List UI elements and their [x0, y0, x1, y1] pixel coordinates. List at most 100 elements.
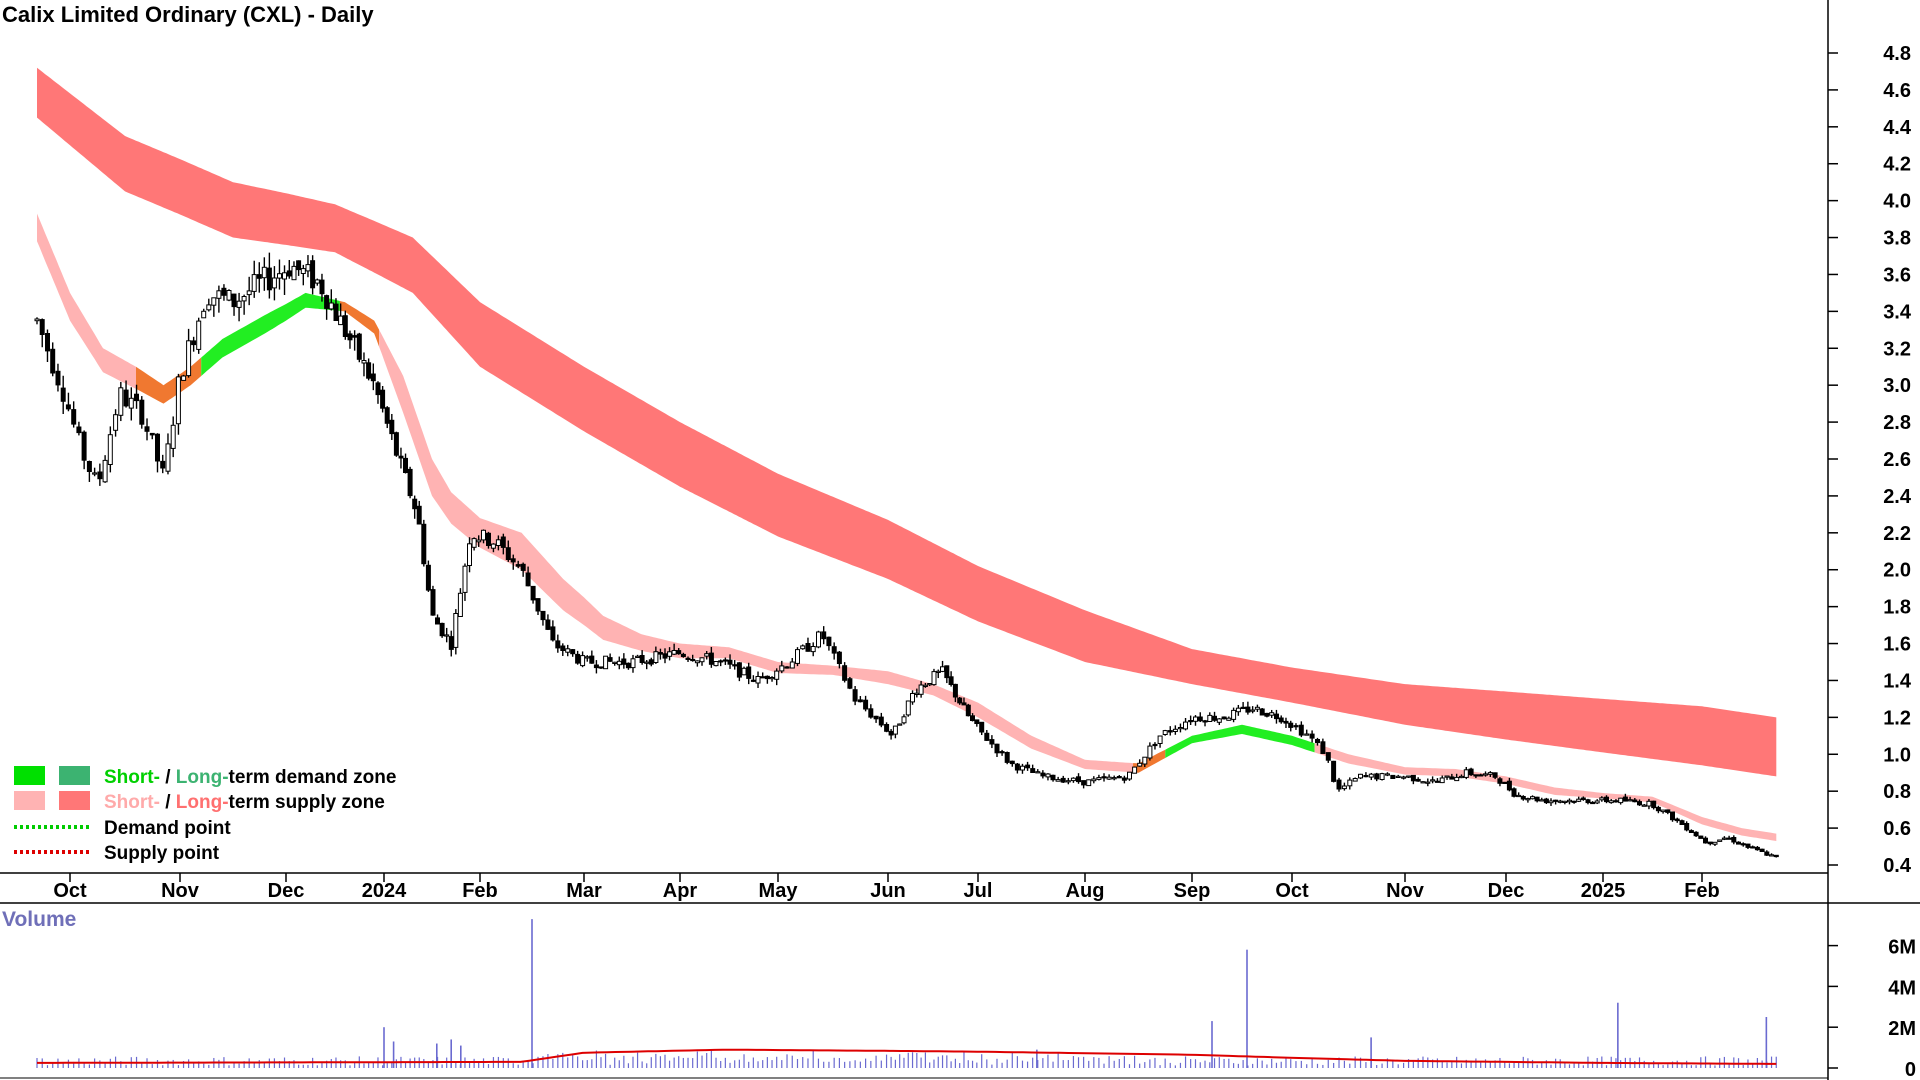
candle-body — [246, 290, 252, 296]
candle-body — [922, 684, 928, 687]
candle-body — [1665, 809, 1671, 813]
x-tick-label: Jun — [870, 880, 906, 902]
candle-body — [1025, 764, 1031, 769]
candle-body — [1004, 752, 1010, 763]
legend-supply-suffix: term supply zone — [229, 792, 385, 813]
candle-body — [1745, 843, 1751, 848]
candle-body — [1740, 843, 1746, 846]
candle-body — [175, 376, 181, 425]
candle-body — [416, 505, 422, 525]
candle-body — [1410, 774, 1416, 782]
candle-body — [435, 617, 440, 625]
candle-body — [361, 360, 367, 364]
candle-body — [1594, 800, 1600, 804]
candle-body — [570, 649, 576, 655]
candle-body — [1020, 765, 1025, 771]
candle-body — [398, 455, 404, 459]
candle-body — [490, 543, 496, 549]
candle-body — [241, 296, 247, 302]
candle-body — [1415, 778, 1421, 782]
x-tick-label: Nov — [161, 880, 200, 902]
candle-body — [86, 461, 92, 472]
candle-body — [1172, 728, 1178, 732]
candle-body — [948, 676, 954, 685]
legend-short-demand-swatch — [14, 766, 45, 785]
candle-body — [555, 640, 561, 649]
candle-body — [1055, 779, 1061, 782]
candle-body — [1050, 774, 1056, 781]
candle-body — [944, 665, 950, 679]
candle-body — [927, 683, 933, 686]
candle-body — [407, 468, 413, 497]
candle-body — [39, 319, 45, 336]
candle-body — [598, 666, 604, 669]
short-term-band-supply-0 — [37, 213, 136, 389]
candle-body — [1473, 774, 1479, 777]
candle-body — [957, 697, 963, 704]
candle-body — [901, 716, 907, 724]
candle-body — [653, 651, 659, 664]
candle-body — [1091, 778, 1097, 782]
candle-body — [826, 636, 832, 647]
candle-body — [1070, 777, 1076, 782]
candle-body — [760, 676, 766, 679]
short-term-band-demand-2 — [201, 292, 340, 376]
candle-body — [680, 653, 686, 658]
long-term-supply-zone — [37, 67, 1777, 777]
candle-body — [940, 666, 945, 672]
short-term-band-transition-3 — [339, 301, 380, 347]
candle-body — [1449, 776, 1455, 780]
candle-body — [1721, 837, 1727, 840]
candle-body — [525, 572, 531, 587]
candle-body — [704, 653, 710, 657]
x-tick-label: Dec — [1488, 880, 1525, 902]
candle-body — [1483, 773, 1488, 776]
candle-body — [935, 670, 941, 673]
candle-body — [1212, 715, 1217, 721]
y-tick-label: 2.8 — [1883, 412, 1911, 434]
candle-body — [836, 651, 842, 665]
candle-body — [123, 389, 129, 407]
candle-body — [1207, 714, 1213, 723]
candle-body — [430, 589, 436, 616]
candle-body — [201, 310, 207, 319]
legend-supply-sep: / — [160, 792, 176, 813]
legend-supply-short: Short- — [104, 792, 160, 813]
candle-body — [1283, 720, 1289, 724]
candle-body — [403, 457, 408, 473]
candle-body — [139, 399, 145, 425]
legend-demand-point: Demand point — [104, 818, 231, 839]
candle-body — [81, 431, 87, 461]
candle-body — [1487, 772, 1493, 775]
candle-body — [1325, 752, 1331, 761]
candle-body — [878, 716, 884, 726]
candle-body — [1511, 788, 1517, 797]
legend-demand-sep: / — [160, 767, 176, 788]
chart-title: Calix Limited Ordinary (CXL) - Daily — [2, 2, 374, 27]
candle-body — [1534, 796, 1540, 802]
y-tick-label: 1.4 — [1883, 670, 1912, 692]
candle-body — [144, 426, 150, 432]
candle-body — [732, 664, 738, 667]
candle-body — [897, 723, 903, 726]
y-tick-label: 0.6 — [1883, 818, 1911, 840]
candle-body — [584, 656, 590, 659]
x-tick-label: Sep — [1174, 880, 1211, 902]
candle-body — [1030, 768, 1036, 773]
candle-body — [1167, 730, 1173, 733]
candle-body — [1298, 724, 1304, 736]
candle-body — [685, 657, 691, 660]
candle-body — [486, 532, 491, 546]
candle-body — [236, 300, 242, 308]
candle-body — [333, 303, 339, 322]
x-tick-label: Apr — [663, 880, 698, 902]
candle-body — [1736, 841, 1741, 845]
candle-body — [979, 721, 985, 733]
candle-body — [736, 662, 742, 678]
candle-body — [657, 652, 663, 655]
candle-body — [1420, 781, 1426, 784]
candle-body — [1147, 745, 1153, 759]
candle-body — [128, 397, 134, 409]
candle-body — [375, 382, 381, 396]
y-tick-label: 4.8 — [1883, 43, 1911, 65]
